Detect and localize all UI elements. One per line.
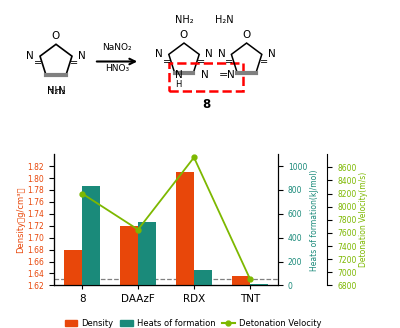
- Text: H₂N: H₂N: [46, 86, 65, 96]
- Y-axis label: Detonation Velocity(m/s): Detonation Velocity(m/s): [359, 172, 368, 267]
- Bar: [232, 277, 250, 328]
- Bar: [138, 222, 156, 285]
- Text: HNO₃: HNO₃: [105, 64, 129, 72]
- Text: NH₂: NH₂: [175, 15, 193, 25]
- Text: N: N: [268, 50, 276, 59]
- Text: 8: 8: [202, 97, 210, 111]
- Bar: [82, 186, 100, 285]
- Text: N: N: [227, 70, 234, 80]
- Text: O: O: [180, 30, 188, 40]
- Y-axis label: Heats of formation(kJ/mol): Heats of formation(kJ/mol): [310, 169, 319, 271]
- Text: N: N: [155, 50, 163, 59]
- Bar: [176, 172, 194, 328]
- Text: =: =: [70, 59, 78, 69]
- Text: H: H: [176, 80, 182, 89]
- Text: N: N: [26, 51, 34, 61]
- Y-axis label: Density（g/cm³）: Density（g/cm³）: [16, 187, 25, 253]
- Bar: [169, 63, 242, 92]
- Text: =: =: [219, 70, 228, 80]
- Bar: [120, 226, 138, 328]
- Text: NaNO₂: NaNO₂: [102, 44, 132, 52]
- Text: =: =: [260, 57, 268, 67]
- Text: N: N: [78, 51, 86, 61]
- Text: =: =: [197, 57, 205, 67]
- Text: NH₂: NH₂: [47, 86, 66, 96]
- Text: N: N: [218, 50, 225, 59]
- Bar: [64, 250, 82, 328]
- Bar: [250, 284, 268, 285]
- Text: =: =: [163, 57, 171, 67]
- Text: H₂N: H₂N: [215, 15, 234, 25]
- Text: O: O: [242, 30, 251, 40]
- Text: N: N: [205, 50, 213, 59]
- Text: =: =: [225, 57, 234, 67]
- Text: N: N: [201, 70, 208, 80]
- Bar: [194, 270, 212, 285]
- Text: =: =: [34, 59, 42, 69]
- Text: O: O: [52, 31, 60, 41]
- Text: N: N: [175, 70, 182, 80]
- Legend: Density, Heats of formation, Detonation Velocity: Density, Heats of formation, Detonation …: [61, 316, 324, 328]
